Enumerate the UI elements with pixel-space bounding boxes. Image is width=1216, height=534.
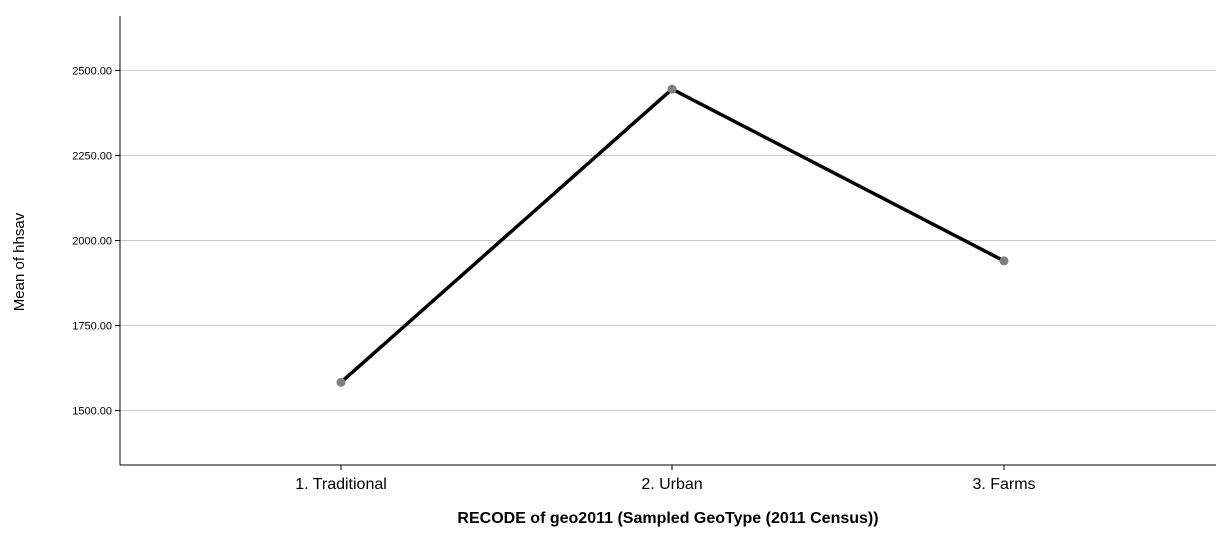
y-tick-label-1: 1750.00: [72, 321, 112, 333]
y-tick-label-4: 2500.00: [72, 65, 112, 77]
y-tick-label-3: 2250.00: [72, 150, 112, 162]
x-tick-label-1: 2. Urban: [641, 476, 702, 493]
data-point-2: [999, 256, 1009, 266]
data-point-0: [336, 377, 346, 387]
series-hhsav: [336, 84, 1009, 387]
x-axis-title: RECODE of geo2011 (Sampled GeoType (2011…: [457, 510, 878, 527]
series-line-0: [339, 87, 1005, 384]
x-tick-labels: 1. Traditional 2. Urban 3. Farms: [295, 465, 1036, 493]
y-tick-labels: 1500.00 1750.00 2000.00 2250.00 2500.00: [72, 65, 120, 418]
data-point-1: [667, 84, 677, 94]
gridlines: [120, 69, 1216, 412]
y-axis-title: Mean of hhsav: [11, 212, 28, 311]
y-tick-label-0: 1500.00: [72, 406, 112, 418]
x-tick-label-2: 3. Farms: [972, 476, 1035, 493]
y-tick-label-2: 2000.00: [72, 236, 112, 248]
x-tick-label-0: 1. Traditional: [295, 476, 387, 493]
